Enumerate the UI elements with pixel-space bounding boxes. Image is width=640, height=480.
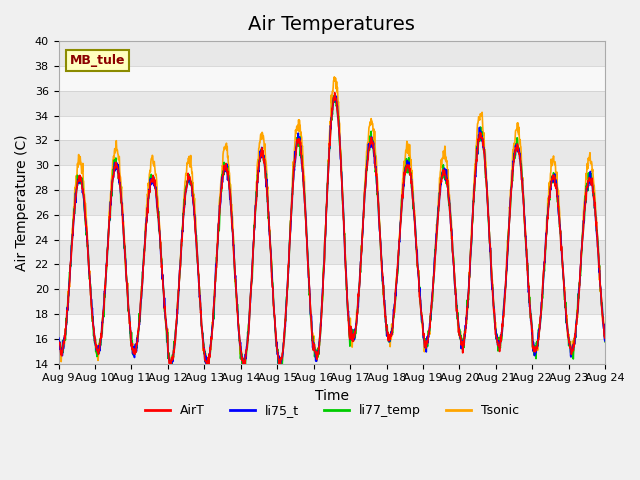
- Title: Air Temperatures: Air Temperatures: [248, 15, 415, 34]
- Bar: [58, 165, 605, 190]
- Bar: [58, 215, 605, 240]
- Y-axis label: Air Temperature (C): Air Temperature (C): [15, 134, 29, 271]
- Bar: [58, 91, 605, 116]
- Legend: AirT, li75_t, li77_temp, Tsonic: AirT, li75_t, li77_temp, Tsonic: [140, 399, 524, 422]
- Text: MB_tule: MB_tule: [70, 54, 125, 67]
- Bar: [58, 240, 605, 264]
- Bar: [58, 289, 605, 314]
- Bar: [58, 190, 605, 215]
- Bar: [58, 264, 605, 289]
- Bar: [58, 41, 605, 66]
- Bar: [58, 339, 605, 364]
- X-axis label: Time: Time: [315, 389, 349, 403]
- Bar: [58, 66, 605, 91]
- Bar: [58, 116, 605, 140]
- Bar: [58, 140, 605, 165]
- Bar: [58, 314, 605, 339]
